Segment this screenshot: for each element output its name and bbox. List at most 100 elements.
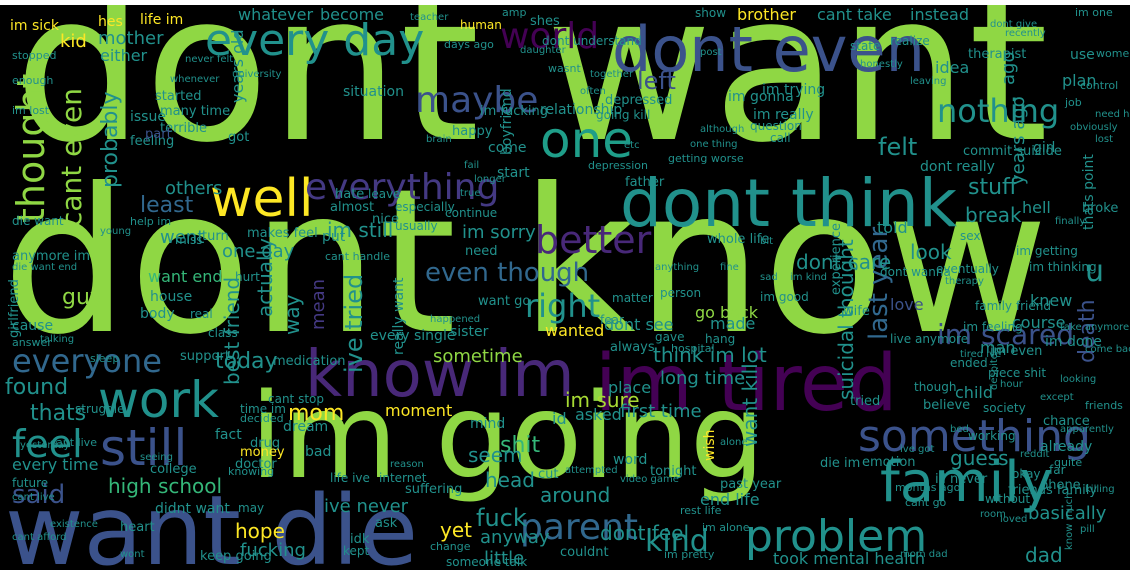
word-never-felt: never felt: [185, 54, 234, 65]
word-wanted: wanted: [545, 321, 605, 340]
word-love: love: [890, 295, 924, 314]
word-longer: longer: [474, 174, 506, 185]
word-started: started: [155, 89, 202, 104]
word-commit-suicide: commit suicide: [963, 144, 1062, 159]
word-fact: fact: [215, 427, 242, 443]
word-kid: kid: [60, 31, 87, 52]
word-women: women: [1096, 47, 1130, 60]
word-girl: girl: [1033, 140, 1056, 156]
word-family: family: [880, 450, 1053, 515]
word-days-ago: days ago: [444, 38, 494, 51]
word-body: body: [140, 306, 175, 322]
word-little: little: [484, 548, 525, 569]
word-high-school: high school: [108, 474, 223, 498]
word-go-back: go back: [695, 303, 759, 322]
word-talking: talking: [40, 334, 75, 345]
word-believe: believe: [923, 398, 971, 413]
word-apparently: apparently: [1060, 424, 1114, 435]
word-last-year: last year: [864, 226, 894, 340]
word-want-end: want end: [148, 267, 223, 286]
word-answer: answer: [12, 336, 52, 349]
word-im-good: im good: [760, 290, 809, 304]
word-fucking: fucking: [240, 540, 306, 561]
word-dont-see: dont see: [604, 315, 674, 334]
word-idk: idk: [350, 532, 370, 547]
word-look: look: [910, 240, 952, 264]
word-matter: matter: [612, 291, 653, 305]
word-anything: anything: [655, 262, 700, 273]
word-die-want-end: die want end: [12, 262, 78, 273]
word-especially: especially: [395, 200, 455, 214]
word-stopped: stopped: [12, 49, 57, 62]
word-guess: guess: [950, 446, 1009, 470]
word-suffering: suffering: [405, 482, 463, 497]
word-dont-feel: dont feel: [600, 521, 690, 545]
word-teacher: teacher: [410, 12, 449, 23]
word-thats: thats: [30, 401, 87, 426]
word-cant-take: cant take: [817, 5, 892, 24]
word-university: university: [232, 69, 282, 80]
word-well: well: [210, 169, 314, 229]
word-sister: sister: [450, 324, 489, 340]
word-one-thing: one thing: [690, 139, 738, 150]
word-become: become: [320, 5, 385, 24]
word-society: society: [983, 401, 1026, 415]
word-therapist: therapist: [968, 47, 1027, 62]
word-months-ago: months ago: [895, 481, 961, 494]
word-drug: drug: [250, 436, 281, 451]
word-therapy: therapy: [945, 276, 984, 287]
word-mom: mom: [288, 401, 345, 426]
word-felt: felt: [878, 133, 918, 161]
word-child: child: [955, 383, 993, 402]
word-nice: nice: [372, 212, 399, 227]
word-college: college: [150, 462, 197, 477]
word-die-dont: cant live: [12, 492, 55, 503]
word-im-sure: im sure: [565, 388, 640, 412]
word-amp: amp: [502, 6, 527, 19]
word-decided: decided: [240, 412, 284, 425]
word-often: often: [580, 86, 606, 97]
word-guy: guy: [62, 285, 103, 310]
word-hell: hell: [1022, 198, 1051, 217]
word-support: support: [180, 349, 230, 364]
word-went: went: [160, 227, 205, 248]
word-im-trying: im trying: [762, 82, 826, 98]
word-thought: thought: [9, 73, 53, 223]
word-true: true: [460, 188, 481, 199]
word-im-going: im going: [250, 367, 765, 505]
word-need: need: [465, 244, 498, 259]
word-without: without: [985, 492, 1031, 506]
word-want-kill: want kill: [738, 363, 762, 447]
word-im-getting: im getting: [1016, 244, 1078, 258]
word-im-done: im done: [1045, 334, 1102, 350]
word-around: around: [540, 483, 611, 507]
word-reddit: reddit: [1020, 449, 1050, 460]
word-dont-think: dont think: [620, 165, 958, 242]
word-attempted: attempted: [565, 465, 618, 476]
word-word: word: [613, 452, 648, 468]
word-put: put: [322, 229, 346, 245]
word-dont-want: dont want: [14, 5, 1049, 188]
word-seeing: seeing: [140, 452, 173, 463]
word-show: show: [695, 6, 727, 20]
word-bit: bit: [760, 236, 774, 247]
word-im-pretty: im pretty: [664, 548, 715, 561]
word-realize: realize: [890, 34, 930, 48]
word-anymore-im: anymore im: [12, 249, 90, 264]
word-many-time: many time: [160, 104, 231, 119]
word-im-sick: im sick: [10, 18, 59, 34]
word-dont-care: dont care: [796, 250, 892, 274]
word-terrible: terrible: [160, 121, 208, 136]
word-cut: cut: [538, 467, 559, 482]
word-break: break: [965, 203, 1022, 227]
word-continue: continue: [445, 206, 498, 220]
word-better: better: [535, 218, 652, 262]
word-call: call: [770, 131, 791, 145]
word-tried-ive: tired ive: [960, 349, 1002, 360]
word-makes-feel: makes feel: [247, 226, 318, 241]
word-leave: leave: [368, 187, 401, 201]
word-feeling: feeling: [130, 134, 175, 149]
word-im-sorry: im sorry: [462, 222, 536, 243]
word-turn: turn: [202, 229, 229, 244]
word-heart: heart: [120, 520, 155, 535]
